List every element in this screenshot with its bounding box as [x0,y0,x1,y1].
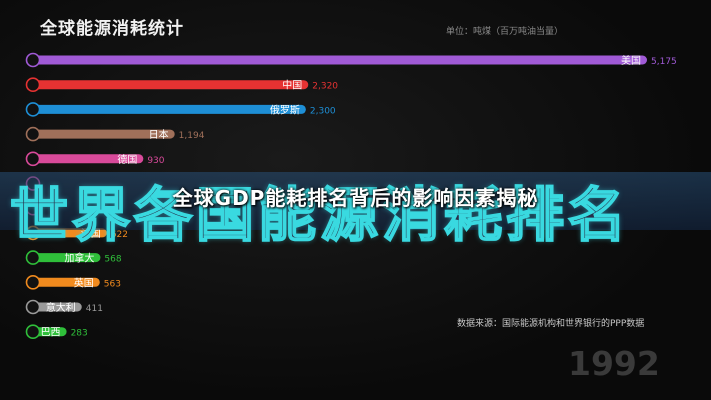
bar-marker-11 [25,324,41,340]
bar-label-11: 巴西 [41,327,61,339]
bar-10 [33,302,82,312]
bar-label-9: 英国 [74,276,94,289]
bar-marker-4 [25,151,41,167]
banner-band [0,172,711,230]
bar-label-4: 德国 [117,153,137,166]
value-label-2: 2,300 [310,106,336,116]
value-label-8: 568 [104,255,121,265]
value-label-10: 411 [86,304,103,314]
bar-marker-1 [25,77,41,92]
source-label: 数据来源：国际能源机构和世界银行的PPP数据 [457,319,645,329]
bar-label-8: 加拿大 [64,252,94,265]
year-label: 1992 [568,344,660,383]
chart-title: 全球能源消耗统计 [40,19,184,39]
bar-1 [33,80,309,90]
bar-7 [33,228,107,238]
value-label-11: 283 [71,329,88,339]
value-label-3: 1,194 [179,131,205,141]
bar-label-2: 俄罗斯 [270,103,300,116]
bar-marker-2 [25,102,41,117]
bar-3 [33,129,175,139]
value-label-1: 2,320 [312,82,338,92]
bar-0 [33,55,647,65]
bar-4 [33,154,144,164]
bar-marker-3 [25,126,41,142]
value-label-4: 930 [147,156,164,166]
bar-label-10: 意大利 [46,301,76,314]
value-label-7: 622 [111,230,128,240]
bar-marker-0 [25,52,41,68]
bar-label-1: 中国 [282,79,302,92]
bar-2 [33,104,306,114]
bar-label-3: 日本 [149,128,169,141]
value-label-9: 563 [104,279,121,289]
unit-label: 单位：吨煤（百万吨油当量） [446,27,564,37]
bar-marker-9 [25,274,41,290]
bar-11 [33,327,67,337]
bar-9 [33,277,100,287]
bar-label-0: 美国 [621,54,641,67]
banner-overlay-text: 世界各国能源消耗排名 [9,181,631,249]
value-label-0: 5,175 [651,57,677,67]
banner-title: 全球GDP能耗排名背后的影响因素揭秘 [172,186,539,210]
bar-8 [33,253,101,263]
bar-marker-10 [25,299,41,315]
bar-marker-8 [25,250,41,265]
bar-label-7: 法国 [81,227,101,240]
